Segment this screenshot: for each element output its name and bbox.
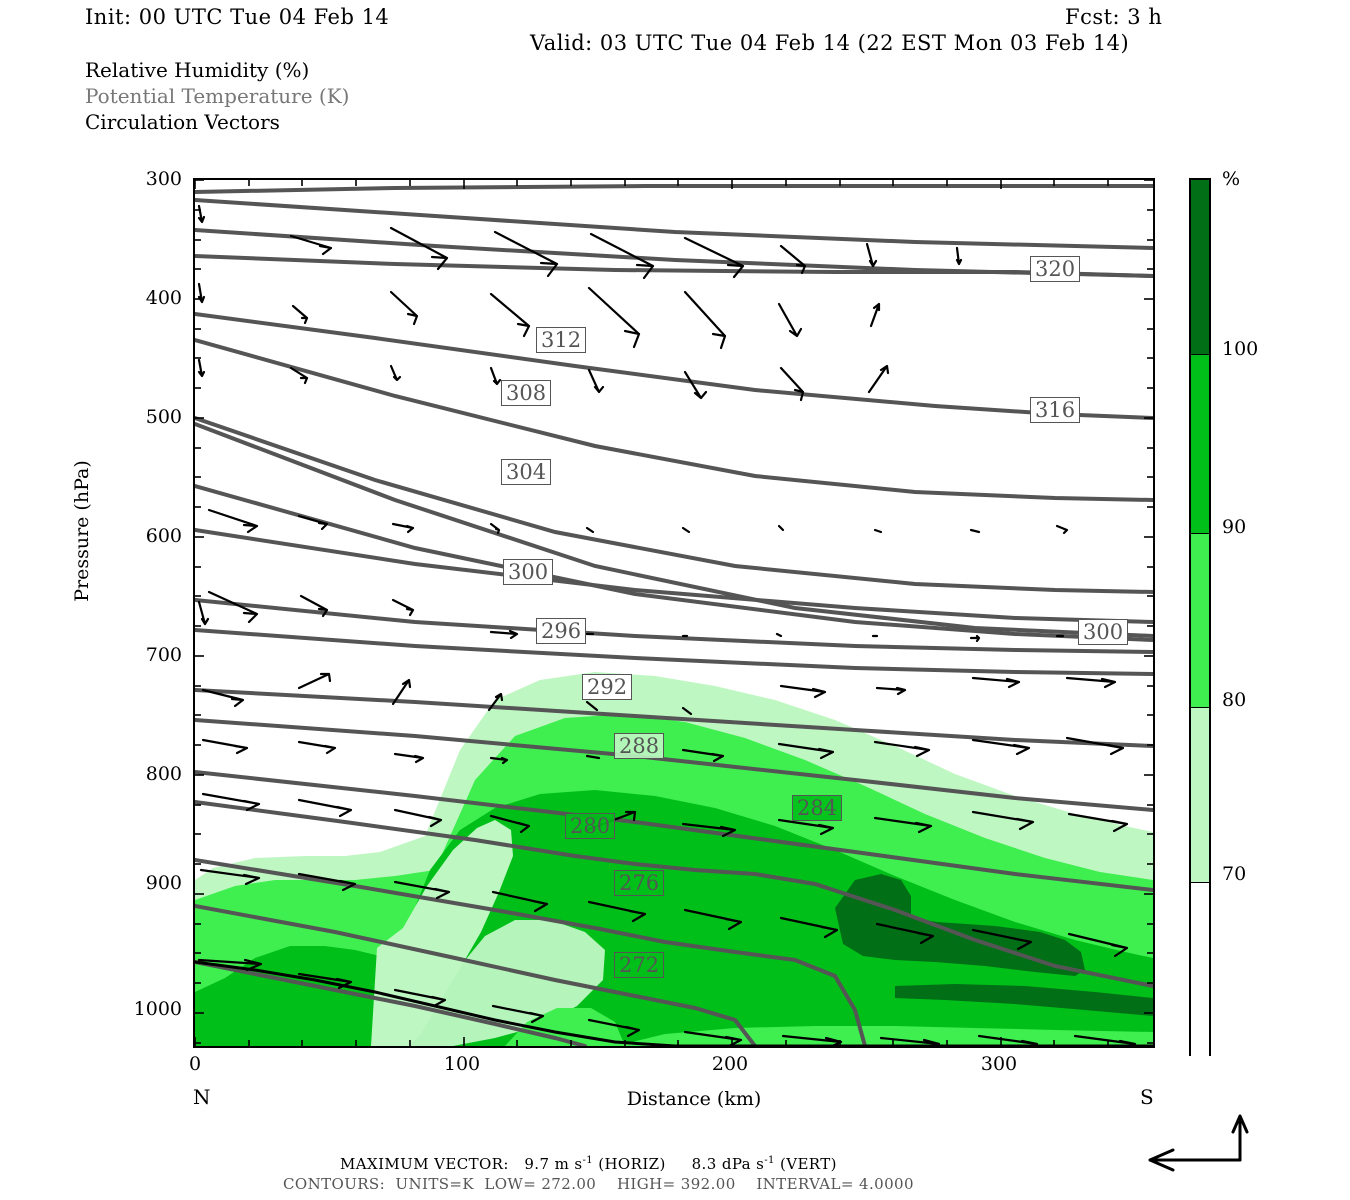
contour-label-288: 288 [614,733,665,759]
theta-contour-304 [195,422,1153,638]
max-vector-vert-units: dPa s [721,1155,765,1173]
contour-label-312: 312 [536,327,587,353]
contours-low-label: LOW= [484,1175,537,1193]
contours-high-value: 392.00 [680,1175,736,1193]
contours-units: UNITS=K [395,1175,474,1193]
max-vector-horiz-tag: (HORIZ) [598,1155,666,1173]
colorbar-tick-90: 90 [1222,516,1247,538]
y-tick-800: 800 [145,763,182,785]
theta-contour-268 [195,858,867,1046]
y-tick-1000: 1000 [133,998,182,1020]
contour-label-276: 276 [614,870,665,896]
contour-label-320: 320 [1030,256,1081,282]
contour-label-300-left: 300 [503,559,554,585]
x-tick-0: 0 [188,1053,202,1075]
forecast-hour-label: Fcst: 3 h [1065,5,1163,29]
field-label-potential-temperature: Potential Temperature (K) [85,84,350,108]
theta-contour-284 [195,688,1153,748]
contour-label-272: 272 [614,952,665,978]
vector-legend-horizontal-arrow [1148,1148,1242,1172]
x-tick-200: 200 [711,1053,749,1075]
rh-pale-slot [371,820,513,1046]
colorbar-band-above-100 [1191,180,1209,354]
x-endpoint-south: S [1140,1085,1154,1109]
contours-interval-label: INTERVAL= [756,1175,854,1193]
colorbar-band-70-80 [1191,707,1209,882]
cross-section-plot[interactable] [193,178,1155,1048]
theta-contour-272 [195,800,1153,988]
contours-caption: CONTOURS: UNITS=K LOW= 272.00 HIGH= 392.… [283,1175,914,1193]
theta-contour-292 [195,598,1153,654]
x-endpoint-north: N [193,1085,211,1109]
x-tick-100: 100 [443,1053,481,1075]
colorbar-band-90-100 [1191,354,1209,533]
contour-label-316: 316 [1030,397,1081,423]
max-vector-vert-tag: (VERT) [779,1155,837,1173]
colorbar-band-80-90 [1191,533,1209,707]
contour-label-300-right: 300 [1078,619,1129,645]
y-tick-300: 300 [145,168,182,190]
surface-terrain-line [195,960,1153,1046]
max-vector-horiz-units: m s [554,1155,583,1173]
field-label-relative-humidity: Relative Humidity (%) [85,58,310,82]
valid-time-label: Valid: 03 UTC Tue 04 Feb 14 (22 EST Mon … [530,31,1130,55]
theta-contour-332 [195,184,1153,194]
max-vector-vert-exp: -1 [764,1155,775,1166]
contours-label: CONTOURS: [283,1175,386,1193]
y-tick-700: 700 [145,644,182,666]
x-tick-300: 300 [980,1053,1018,1075]
contours-low-value: 272.00 [541,1175,597,1193]
max-vector-horiz-exp: -1 [582,1155,594,1166]
contour-label-280: 280 [565,813,616,839]
contours-interval-value: 4.0000 [859,1175,914,1193]
theta-contour-lines [195,184,1153,1046]
theta-contour-312 [195,338,1153,502]
x-axis-title: Distance (km) [626,1088,762,1110]
colorbar-band-below-70 [1191,882,1209,1058]
colorbar-tick-80: 80 [1222,689,1247,711]
contours-high-label: HIGH= [616,1175,676,1193]
contour-label-292: 292 [582,674,633,700]
max-vector-horiz-value: 9.7 [524,1155,550,1173]
y-tick-900: 900 [145,872,182,894]
contour-label-284: 284 [792,795,843,821]
contour-label-308: 308 [501,380,552,406]
y-tick-500: 500 [145,406,182,428]
y-tick-600: 600 [145,525,182,547]
theta-contour-316 [195,312,1153,420]
theta-contour-264 [195,904,757,1046]
y-tick-400: 400 [145,287,182,309]
rh-band-above-100-lower [895,984,1153,1016]
rh-pocket-mid [505,1008,625,1046]
contour-label-296: 296 [536,618,587,644]
circulation-vectors [197,204,1137,1046]
max-vector-vert-value: 8.3 [691,1155,717,1173]
colorbar-tick-70: 70 [1222,863,1247,885]
init-time-label: Init: 00 UTC Tue 04 Feb 14 [85,5,390,29]
theta-contour-280 [195,718,1153,812]
theta-contour-308 [195,416,1153,594]
colorbar-tick-100: 100 [1222,338,1259,360]
y-axis-title: Pressure (hPa) [71,460,93,602]
theta-contour-260 [195,960,587,1046]
theta-contour-288 [195,628,1153,676]
theta-contour-328 [195,198,1153,250]
theta-contour-300 [195,484,1153,642]
theta-contour-276 [195,770,1153,892]
theta-contour-296 [195,528,1153,624]
contour-label-304: 304 [501,459,552,485]
vector-scale-legend [1148,1114,1249,1172]
max-vector-caption: MAXIMUM VECTOR: 9.7 m s-1 (HORIZ) 8.3 dP… [340,1155,837,1173]
max-vector-label: MAXIMUM VECTOR: [340,1155,509,1173]
axis-ticks [195,180,1153,1046]
relative-humidity-colorbar[interactable] [1189,178,1211,1058]
rh-band-above-100 [835,874,1085,976]
field-label-circulation-vectors: Circulation Vectors [85,110,280,134]
vector-legend-vertical-arrow [1231,1114,1249,1162]
colorbar-unit-label: % [1222,168,1241,190]
